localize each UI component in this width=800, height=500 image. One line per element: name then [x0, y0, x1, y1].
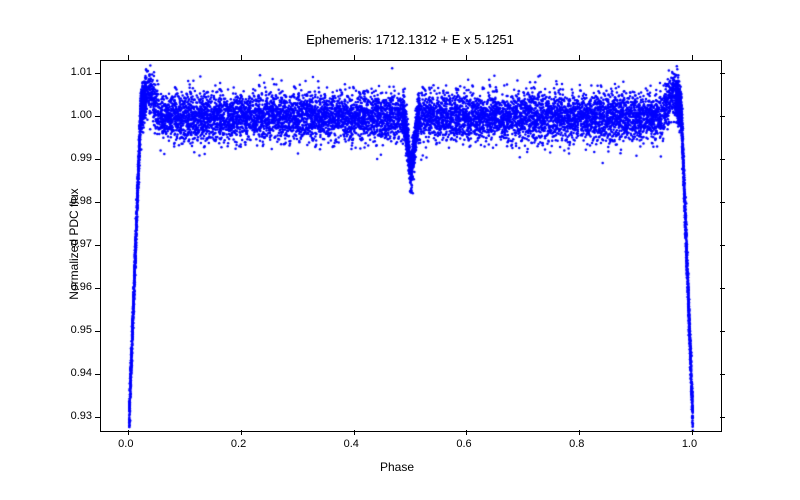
- x-tick: [466, 55, 467, 60]
- y-tick-label: 1.00: [71, 109, 92, 121]
- y-tick: [95, 331, 100, 332]
- y-tick: [95, 202, 100, 203]
- x-tick: [128, 430, 129, 435]
- x-tick: [354, 55, 355, 60]
- scatter-canvas: [101, 61, 721, 431]
- y-tick: [95, 73, 100, 74]
- y-tick: [720, 374, 725, 375]
- y-tick: [720, 245, 725, 246]
- x-tick-label: 0.2: [231, 438, 246, 450]
- x-tick: [354, 430, 355, 435]
- x-tick: [128, 55, 129, 60]
- y-tick: [95, 159, 100, 160]
- y-tick-label: 0.93: [71, 410, 92, 422]
- x-tick: [692, 55, 693, 60]
- x-tick-label: 0.0: [118, 438, 133, 450]
- x-tick: [241, 430, 242, 435]
- x-tick-label: 0.4: [344, 438, 359, 450]
- x-tick-label: 1.0: [682, 438, 697, 450]
- y-tick: [95, 417, 100, 418]
- plot-area: [100, 60, 722, 432]
- y-tick: [720, 202, 725, 203]
- y-tick: [720, 331, 725, 332]
- x-tick: [579, 430, 580, 435]
- y-tick: [720, 73, 725, 74]
- x-tick: [692, 430, 693, 435]
- y-tick: [720, 417, 725, 418]
- y-axis-label: Normalized PDC flux: [67, 174, 81, 314]
- chart-title: Ephemeris: 1712.1312 + E x 5.1251: [100, 32, 720, 47]
- x-tick: [466, 430, 467, 435]
- y-tick-label: 0.95: [71, 324, 92, 336]
- y-tick-label: 0.99: [71, 152, 92, 164]
- y-tick-label: 1.01: [71, 66, 92, 78]
- y-tick: [95, 116, 100, 117]
- y-tick: [95, 245, 100, 246]
- x-tick: [241, 55, 242, 60]
- y-tick: [95, 374, 100, 375]
- y-tick: [95, 288, 100, 289]
- y-tick: [720, 116, 725, 117]
- x-tick-label: 0.6: [456, 438, 471, 450]
- x-tick: [579, 55, 580, 60]
- y-tick: [720, 288, 725, 289]
- x-axis-label: Phase: [380, 460, 414, 474]
- y-tick-label: 0.94: [71, 367, 92, 379]
- x-tick-label: 0.8: [569, 438, 584, 450]
- y-tick: [720, 159, 725, 160]
